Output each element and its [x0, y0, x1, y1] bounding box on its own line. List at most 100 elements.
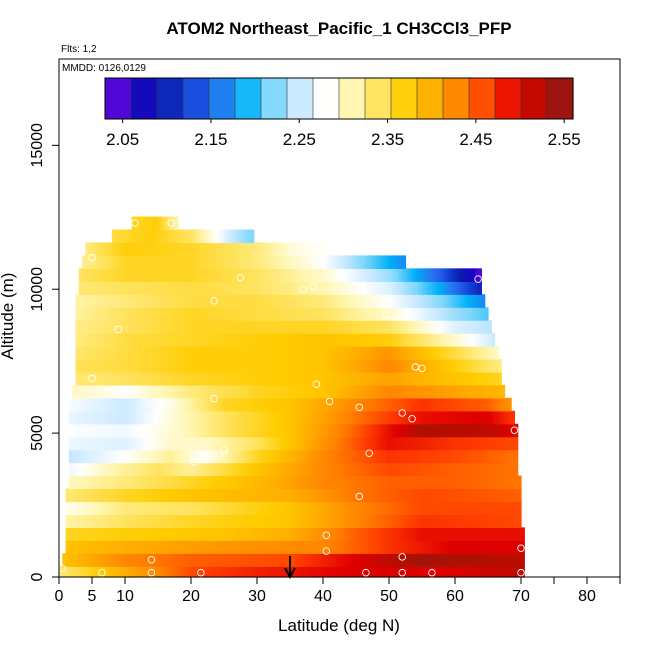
heatmap-cell	[210, 410, 215, 425]
heatmap-cell	[243, 501, 248, 516]
heatmap-cell	[101, 410, 106, 425]
heatmap-cell	[105, 410, 110, 425]
heatmap-cell	[418, 436, 423, 451]
heatmap-cell	[359, 268, 364, 282]
heatmap-cell	[224, 229, 228, 244]
heatmap-cell	[474, 384, 479, 399]
heatmap-cell	[273, 488, 278, 503]
heatmap-cell	[101, 294, 106, 308]
heatmap-cell	[359, 540, 364, 554]
heatmap-cell	[372, 540, 377, 554]
heatmap-cell	[451, 514, 456, 528]
heatmap-cell	[85, 333, 90, 347]
heatmap-cell	[125, 527, 129, 541]
heatmap-cell	[382, 268, 387, 282]
heatmap-cell	[375, 307, 380, 321]
heatmap-cell	[115, 514, 119, 528]
heatmap-cell	[224, 255, 228, 269]
flights-note: Flts: 1,2	[61, 44, 97, 55]
heatmap-cell	[313, 371, 317, 386]
heatmap-cell	[323, 436, 327, 451]
heatmap-cell	[464, 307, 469, 321]
heatmap-cell	[296, 320, 301, 334]
heatmap-cell	[501, 397, 506, 412]
heatmap-cell	[141, 229, 146, 244]
heatmap-cell	[118, 359, 123, 373]
heatmap-cell	[359, 281, 364, 295]
heatmap-cell	[445, 384, 449, 399]
heatmap-cell	[461, 359, 466, 373]
heatmap-cell	[214, 423, 218, 438]
heatmap-cell	[478, 346, 482, 360]
heatmap-cell	[395, 281, 400, 295]
heatmap-cell	[346, 268, 350, 282]
heatmap-cell	[435, 359, 440, 373]
heatmap-cell	[313, 359, 317, 373]
heatmap-cell	[266, 307, 271, 321]
heatmap-cell	[349, 462, 354, 477]
heatmap-cell	[207, 449, 212, 464]
heatmap-cell	[385, 333, 390, 347]
heatmap-cell	[85, 540, 90, 554]
heatmap-cell	[98, 359, 103, 373]
heatmap-cell	[111, 488, 116, 503]
heatmap-cell	[313, 553, 317, 567]
heatmap-cell	[105, 346, 110, 360]
heatmap-cell	[158, 475, 162, 490]
heatmap-cell	[85, 514, 90, 528]
heatmap-cell	[217, 333, 222, 347]
heatmap-cell	[161, 462, 166, 477]
heatmap-cell	[148, 553, 152, 567]
sample-point	[312, 380, 321, 388]
heatmap-cell	[266, 320, 271, 334]
heatmap-cell	[491, 384, 496, 399]
heatmap-cell	[441, 527, 446, 541]
heatmap-cell	[276, 540, 281, 554]
heatmap-cell	[412, 566, 416, 578]
heatmap-cell	[491, 553, 496, 567]
heatmap-cell	[418, 423, 423, 438]
heatmap-cell	[115, 553, 119, 567]
heatmap-cell	[428, 501, 433, 516]
heatmap-cell	[95, 268, 100, 282]
heatmap-cell	[428, 371, 433, 386]
heatmap-cell	[309, 333, 314, 347]
heatmap-cell	[474, 294, 479, 308]
heatmap-cell	[240, 242, 245, 257]
heatmap-cell	[220, 449, 225, 464]
heatmap-cell	[323, 397, 327, 412]
heatmap-cell	[240, 359, 245, 373]
heatmap-cell	[184, 281, 189, 295]
heatmap-cell	[356, 268, 360, 282]
heatmap-cell	[474, 475, 479, 490]
heatmap-cell	[438, 501, 443, 516]
heatmap-cell	[237, 359, 242, 373]
heatmap-cell	[171, 475, 176, 490]
heatmap-cell	[511, 553, 515, 567]
heatmap-cell	[167, 371, 172, 386]
heatmap-cell	[507, 501, 512, 516]
heatmap-cell	[125, 553, 129, 567]
heatmap-cell	[382, 514, 387, 528]
heatmap-cell	[491, 359, 496, 373]
heatmap-cell	[382, 320, 387, 334]
heatmap-cell	[82, 281, 86, 295]
heatmap-cell	[356, 320, 360, 334]
heatmap-cell	[491, 410, 496, 425]
heatmap-cell	[181, 281, 185, 295]
heatmap-cell	[194, 281, 199, 295]
heatmap-cell	[270, 514, 275, 528]
heatmap-cell	[181, 268, 185, 282]
heatmap-cell	[385, 371, 390, 386]
heatmap-cell	[253, 449, 258, 464]
heatmap-cell	[134, 423, 139, 438]
heatmap-cell	[346, 384, 350, 399]
heatmap-cell	[191, 359, 195, 373]
heatmap-cell	[131, 540, 136, 554]
heatmap-cell	[290, 294, 294, 308]
heatmap-cell	[501, 514, 506, 528]
heatmap-cell	[379, 307, 383, 321]
heatmap-cell	[435, 566, 440, 578]
heatmap-cell	[501, 384, 506, 399]
heatmap-cell	[187, 359, 192, 373]
